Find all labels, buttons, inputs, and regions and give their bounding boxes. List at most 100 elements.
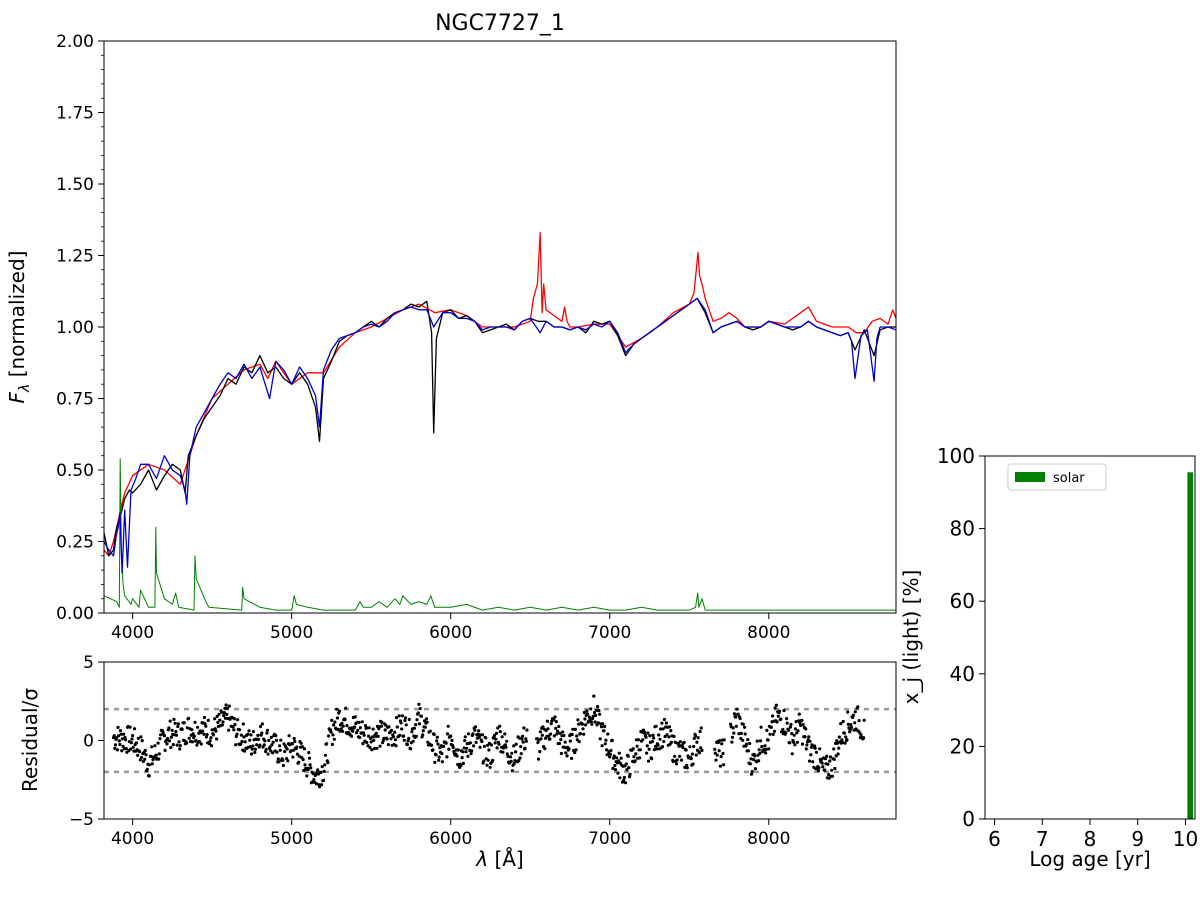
residual-point	[597, 709, 601, 713]
residual-point	[766, 738, 770, 742]
residual-point	[608, 752, 613, 757]
residual-point	[128, 725, 132, 729]
residual-point	[329, 730, 333, 734]
residual-point	[658, 737, 662, 741]
residual-point	[145, 767, 149, 771]
residual-point	[275, 750, 279, 754]
residual-point	[739, 731, 744, 736]
residual-point	[224, 703, 228, 707]
age-legend: solar	[1007, 463, 1107, 491]
residual-point	[335, 707, 339, 711]
residual-point	[117, 739, 121, 743]
residual-point	[442, 744, 446, 748]
residual-point	[636, 738, 641, 742]
y-tick-label: −5	[69, 810, 94, 830]
residual-point	[469, 752, 473, 756]
residual-point	[608, 755, 612, 759]
residual-point	[335, 716, 340, 720]
residual-point	[738, 716, 742, 721]
residual-point	[538, 750, 542, 754]
model-spectrum-line	[104, 231, 896, 557]
residual-point	[792, 733, 796, 737]
residual-point	[506, 754, 510, 759]
residual-point	[232, 717, 236, 721]
residual-point	[278, 748, 282, 752]
residual-point	[546, 727, 550, 731]
residual-point	[605, 748, 609, 752]
residual-point	[118, 729, 123, 733]
residual-point	[862, 718, 866, 722]
residual-point	[297, 754, 301, 758]
residual-point	[356, 728, 360, 733]
residual-point	[113, 743, 118, 747]
residual-point	[461, 761, 465, 766]
residual-point	[222, 714, 226, 718]
residual-point	[399, 721, 403, 725]
residual-point	[264, 747, 268, 752]
residual-point	[790, 752, 794, 756]
residual-point	[211, 733, 215, 737]
x-tick-label: 9	[1131, 827, 1144, 851]
residual-point	[517, 736, 522, 740]
residual-point	[660, 745, 665, 749]
residual-point	[654, 724, 658, 728]
residual-point	[558, 731, 562, 735]
residual-point	[565, 754, 569, 758]
residual-point	[505, 739, 509, 743]
residual-point	[404, 723, 408, 727]
residual-point	[248, 745, 252, 749]
residual-panel: −5 0 5 4000 5000 6000 7000 8000 Residual/σ λ […	[18, 653, 897, 871]
residual-point	[129, 741, 133, 745]
residual-point	[592, 694, 596, 698]
residual-point	[362, 733, 366, 737]
residual-point	[497, 742, 501, 746]
residual-point	[119, 732, 123, 736]
residual-point	[512, 744, 516, 748]
residual-point	[801, 723, 805, 727]
spectrum-title: NGC7727_1	[435, 11, 565, 36]
y-tick-label: 1.75	[56, 104, 94, 124]
residual-point	[353, 715, 357, 719]
residual-point	[383, 728, 387, 732]
residual-point	[591, 714, 595, 718]
residual-point	[265, 728, 270, 732]
x-tick-label: 4000	[111, 829, 154, 849]
legend-label-solar: solar	[1053, 471, 1085, 486]
residual-point	[292, 736, 296, 741]
residual-point	[661, 727, 665, 731]
residual-point	[235, 732, 239, 736]
residual-point	[379, 724, 383, 728]
residual-point	[660, 721, 664, 725]
residual-point	[136, 753, 140, 757]
residual-point	[585, 712, 590, 716]
residual-point	[402, 734, 406, 738]
residual-point	[743, 732, 747, 736]
residual-point	[580, 722, 585, 726]
residual-point	[606, 732, 610, 736]
residual-point	[563, 740, 567, 744]
residual-point	[594, 713, 598, 718]
residual-point	[617, 751, 621, 755]
residual-point	[287, 734, 291, 738]
residual-point	[434, 753, 438, 757]
residual-point	[539, 737, 543, 741]
residual-point	[788, 725, 793, 729]
residual-point	[169, 745, 173, 750]
residual-point	[398, 733, 402, 737]
x-tick-label: 5000	[270, 623, 313, 643]
residual-point	[657, 733, 661, 737]
residual-point	[757, 748, 761, 752]
residual-point	[351, 729, 355, 733]
residual-point	[436, 742, 440, 746]
residual-point	[589, 720, 593, 724]
residual-point	[253, 747, 257, 751]
residual-point	[692, 744, 696, 749]
residual-point	[437, 758, 441, 762]
spectrum-x-ticks: 4000 5000 6000 7000 8000	[111, 613, 790, 643]
residual-point	[227, 728, 231, 732]
residual-point	[285, 747, 289, 751]
residual-point	[833, 766, 837, 771]
residual-point	[247, 729, 251, 733]
residual-point	[331, 733, 335, 737]
residual-point	[644, 735, 648, 739]
